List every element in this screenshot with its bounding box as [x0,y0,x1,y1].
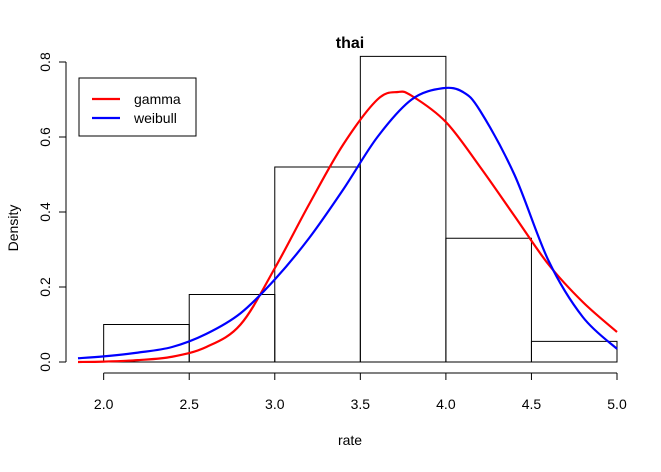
y-tick-label-3: 0.6 [37,127,53,147]
series-line-gamma [77,90,618,364]
x-axis-label: rate [338,432,362,448]
x-tick-label-1: 2.5 [179,396,199,412]
y-tick-label-1: 0.2 [37,277,53,297]
y-tick-label-0: 0.0 [37,352,53,372]
legend-entry-weibull: weibull [133,110,177,126]
legend: gamma weibull [78,77,197,137]
chart-title: thai [336,35,364,52]
x-tick-label-0: 2.0 [94,396,114,412]
x-tick-label-3: 3.5 [351,396,371,412]
y-axis-label: Density [5,205,21,252]
legend-box [78,77,197,137]
legend-entry-gamma: gamma [134,91,181,107]
histogram-bar-3 [359,55,447,363]
y-tick-label-2: 0.4 [37,202,53,222]
y-axis: 0.0 0.2 0.4 0.6 0.8 [37,52,67,372]
x-axis: 2.0 2.5 3.0 3.5 4.0 4.5 5.0 [94,372,627,412]
x-tick-label-5: 4.5 [522,396,542,412]
histogram-bar-1 [188,294,276,363]
histogram-bar-4 [445,237,532,363]
curves-layer [77,86,618,364]
y-tick-label-4: 0.8 [37,52,53,72]
series-line-weibull [77,86,618,360]
x-tick-label-2: 3.0 [265,396,285,412]
x-tick-label-4: 4.0 [436,396,456,412]
histogram-bar-5 [530,340,618,363]
x-tick-label-6: 5.0 [607,396,627,412]
bars-layer [103,55,618,363]
